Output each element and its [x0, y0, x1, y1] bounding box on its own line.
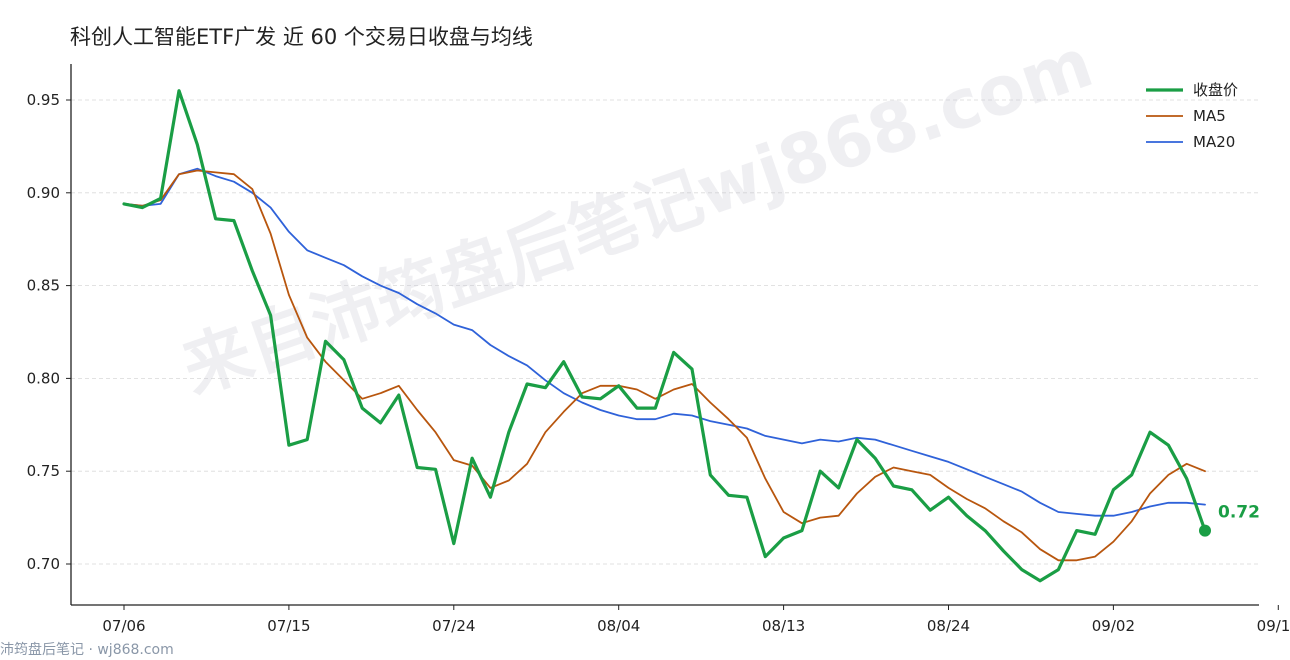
legend-label-ma20: MA20 — [1193, 133, 1235, 151]
x-axis-ticks: 07/06 07/15 07/24 08/04 08/13 08/24 09/02 09/11… — [102, 605, 1290, 635]
legend-label-ma5: MA5 — [1193, 107, 1226, 125]
y-tick-label: 0.75 — [27, 462, 60, 480]
y-tick-label: 0.70 — [27, 555, 60, 573]
x-tick-label: 07/24 — [432, 617, 475, 635]
y-tick-label: 0.85 — [27, 277, 60, 295]
footer-credit: 沛筠盘后笔记 · wj868.com — [0, 641, 174, 658]
x-tick-label: 07/15 — [267, 617, 310, 635]
legend-label-close: 收盘价 — [1193, 81, 1238, 99]
series-line-ma20 — [123, 167, 1206, 517]
y-tick-label: 0.90 — [27, 184, 60, 202]
legend: 收盘价 MA5 MA20 — [1146, 81, 1238, 151]
y-axis-ticks: 0.70 0.75 0.80 0.85 0.90 0.95 — [27, 91, 71, 573]
y-tick-label: 0.95 — [27, 91, 60, 109]
x-tick-label: 09/11 — [1257, 617, 1290, 635]
last-close-label: 0.72 — [1218, 503, 1260, 523]
series-layer — [122, 89, 1207, 583]
x-tick-label: 09/02 — [1092, 617, 1135, 635]
x-tick-label: 08/13 — [762, 617, 805, 635]
last-close-point — [1199, 524, 1211, 537]
y-tick-label: 0.80 — [27, 369, 60, 387]
series-line-ma5 — [123, 169, 1206, 562]
series-line-close — [122, 89, 1207, 583]
chart-title: 科创人工智能ETF广发 近 60 个交易日收盘与均线 — [70, 25, 533, 49]
x-tick-label: 08/24 — [927, 617, 970, 635]
watermark: 来自沛筠盘后笔记wj868.com — [173, 24, 1102, 410]
x-tick-label: 07/06 — [102, 617, 145, 635]
end-marker-layer: 0.72 — [1199, 503, 1260, 537]
x-tick-label: 08/04 — [597, 617, 640, 635]
